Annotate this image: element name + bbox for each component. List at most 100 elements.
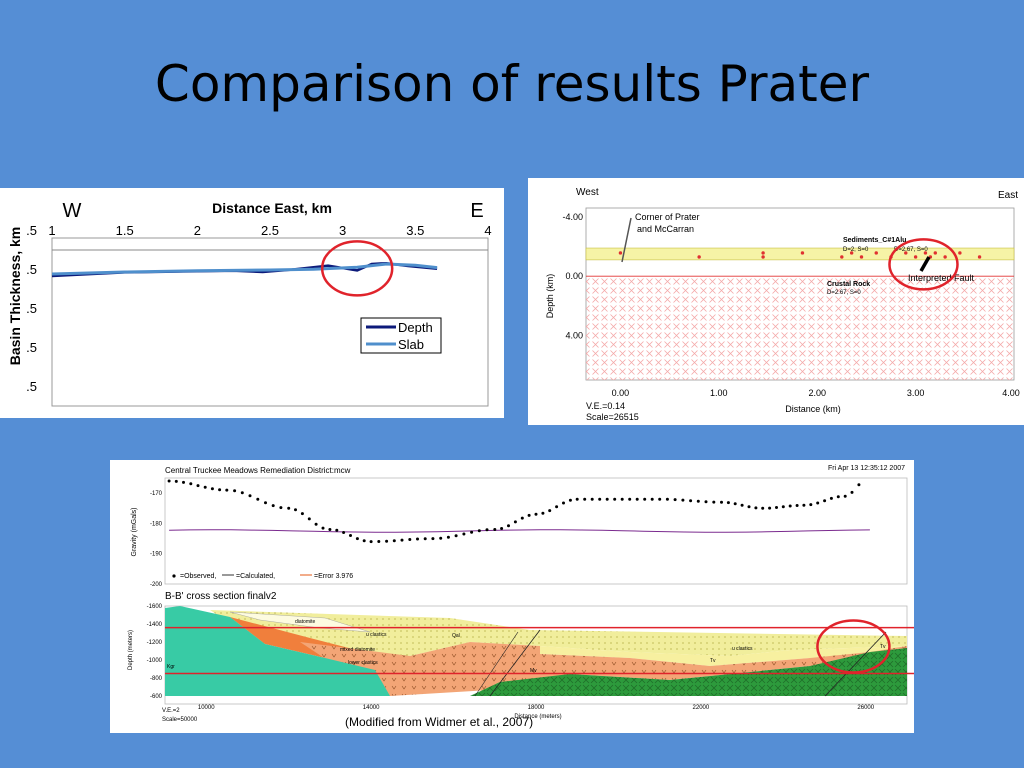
observed-gravity-point (470, 530, 474, 534)
x-tick-label: 1.5 (116, 223, 134, 238)
section-x-tick-label: 14000 (363, 705, 380, 711)
observed-gravity-point (400, 538, 404, 542)
observed-gravity-point (439, 536, 443, 540)
observed-gravity-point (689, 499, 693, 503)
observed-gravity-point (836, 495, 840, 499)
gravity-y-tick-label: -170 (150, 491, 163, 497)
observed-gravity-point (598, 497, 602, 501)
observed-gravity-point (809, 503, 813, 507)
highlight-circle (320, 240, 394, 297)
observed-gravity-point (643, 497, 647, 501)
east-label: E (470, 200, 483, 222)
gravity-station (958, 251, 962, 255)
observed-gravity-point (823, 499, 827, 503)
observed-gravity-point (583, 497, 587, 501)
section-x-axis-title: Distance (meters) (514, 714, 561, 720)
y-tick-label: 4.00 (565, 331, 583, 341)
observed-gravity-point (423, 537, 427, 541)
gravity-y-tick-label: -190 (150, 552, 163, 558)
ve-label: V.E.=0.14 (586, 401, 625, 411)
observed-gravity-point (548, 509, 552, 513)
gravity-station (977, 255, 982, 259)
observed-gravity-point (248, 494, 252, 498)
west-label: West (576, 187, 599, 198)
x-tick-label: 4.00 (1002, 388, 1020, 398)
unit-label-mixed-diatomite: mixed diatomite (340, 647, 375, 653)
observed-gravity-point (704, 500, 708, 504)
observed-gravity-point (408, 538, 412, 541)
sediments-params: D=2, S=0 (843, 247, 869, 253)
observed-gravity-point (462, 532, 466, 536)
observed-gravity-point (256, 497, 260, 501)
corner-annotation-2: and McCarran (637, 224, 694, 234)
highlight-circle (888, 238, 959, 291)
figure-header: Central Truckee Meadows Remediation Dist… (165, 466, 351, 475)
fault-params: D=2.67, S=0 (894, 247, 928, 253)
observed-gravity-point (775, 506, 778, 509)
unit-label-tv: Tv (710, 658, 716, 664)
section-y-tick-label: -1400 (147, 622, 163, 628)
observed-gravity-point (720, 500, 723, 504)
observed-gravity-point (349, 534, 352, 537)
gravity-station (943, 255, 947, 259)
legend-error: =Error 3.976 (314, 573, 353, 580)
section-x-tick-label: 18000 (528, 705, 545, 711)
corner-annotation-1: Corner of Prater (635, 212, 700, 222)
y-tick-label: .5 (26, 223, 37, 238)
observed-gravity-point (362, 539, 366, 543)
unit-label-kgr: Kgr (167, 664, 175, 670)
observed-gravity-point (240, 491, 244, 495)
observed-gravity-point (658, 497, 662, 501)
observed-gravity-point (850, 490, 854, 494)
gravity-station (904, 251, 908, 255)
tv-unit (300, 642, 907, 696)
mv-unit (470, 648, 907, 696)
observed-gravity-point (377, 540, 381, 543)
observed-gravity-point (264, 501, 267, 505)
section-y-tick-label: -600 (150, 694, 163, 700)
observed-gravity-point (196, 484, 200, 488)
unit-label-lower-clastics: lower clastics (348, 660, 378, 666)
gravity-station (840, 255, 844, 259)
observed-gravity-point (650, 497, 654, 501)
observed-gravity-point (740, 503, 744, 507)
observed-gravity-point (768, 506, 772, 510)
observed-gravity-point (754, 506, 758, 510)
x-tick-label: 3.00 (907, 388, 925, 398)
x-tick-label: 4 (484, 223, 491, 238)
legend-observed: =Observed, (180, 573, 216, 580)
x-tick-label: 2.5 (261, 223, 279, 238)
observed-gravity-point (314, 522, 318, 526)
observed-gravity-point (369, 540, 373, 544)
section-y-tick-label: -800 (150, 676, 163, 682)
unit-label-mv: Mv (530, 668, 537, 674)
unit-label-tv-east: Tv (880, 644, 886, 650)
observed-gravity-point (513, 520, 517, 524)
observed-gravity-point (321, 526, 325, 530)
u-clastics-unit-east (540, 646, 907, 666)
observed-gravity-point (210, 487, 214, 491)
sediments-label: Sediments_C#1Alu (843, 237, 906, 244)
observed-gravity-point (788, 504, 792, 508)
observed-gravity-point (665, 497, 669, 501)
observed-gravity-point (781, 505, 785, 509)
y-tick-label: .5 (26, 301, 37, 316)
observed-gravity-point (802, 503, 806, 507)
section-x-tick-label: 22000 (693, 705, 710, 711)
observed-gravity-point (182, 480, 185, 484)
observed-gravity-point (747, 505, 751, 509)
gravity-cross-section-figure: Central Truckee Meadows Remediation Dist… (110, 460, 914, 733)
crustal-params: D=2.67, S=0 (827, 290, 861, 296)
fault-line-3 (474, 631, 519, 697)
section-title: B-B' cross section finalv2 (165, 591, 277, 602)
observed-gravity-point (279, 506, 283, 510)
observed-gravity-point (189, 482, 193, 486)
series-line-slab (51, 262, 438, 276)
observed-gravity-point (493, 528, 497, 531)
observed-gravity-point (541, 511, 545, 515)
observed-gravity-point (620, 497, 624, 501)
x-tick-label: 2.00 (808, 388, 826, 398)
observed-gravity-point (534, 512, 538, 516)
gravity-station (761, 255, 765, 259)
observed-gravity-point (335, 528, 339, 532)
